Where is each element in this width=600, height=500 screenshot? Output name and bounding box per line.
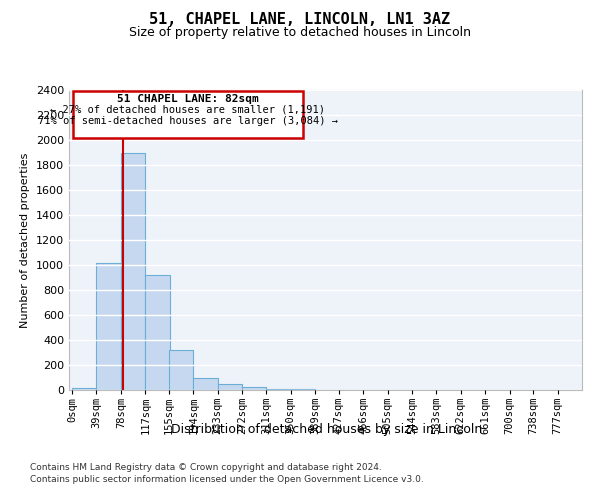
Bar <box>121 152 145 390</box>
Bar <box>193 378 218 390</box>
Text: Contains HM Land Registry data © Crown copyright and database right 2024.: Contains HM Land Registry data © Crown c… <box>30 462 382 471</box>
Text: 51 CHAPEL LANE: 82sqm: 51 CHAPEL LANE: 82sqm <box>117 94 259 104</box>
Bar <box>242 387 266 390</box>
Bar <box>218 384 242 390</box>
Text: Size of property relative to detached houses in Lincoln: Size of property relative to detached ho… <box>129 26 471 39</box>
Bar <box>97 262 121 390</box>
Y-axis label: Number of detached properties: Number of detached properties <box>20 152 31 328</box>
Text: Contains public sector information licensed under the Open Government Licence v3: Contains public sector information licen… <box>30 475 424 484</box>
Bar <box>145 275 170 390</box>
Bar <box>169 350 193 390</box>
FancyBboxPatch shape <box>73 91 304 138</box>
Bar <box>72 388 97 390</box>
Text: ← 27% of detached houses are smaller (1,191): ← 27% of detached houses are smaller (1,… <box>50 104 325 115</box>
Bar <box>266 389 291 390</box>
Text: 51, CHAPEL LANE, LINCOLN, LN1 3AZ: 51, CHAPEL LANE, LINCOLN, LN1 3AZ <box>149 12 451 28</box>
Text: Distribution of detached houses by size in Lincoln: Distribution of detached houses by size … <box>172 422 482 436</box>
Text: 71% of semi-detached houses are larger (3,084) →: 71% of semi-detached houses are larger (… <box>38 116 338 126</box>
